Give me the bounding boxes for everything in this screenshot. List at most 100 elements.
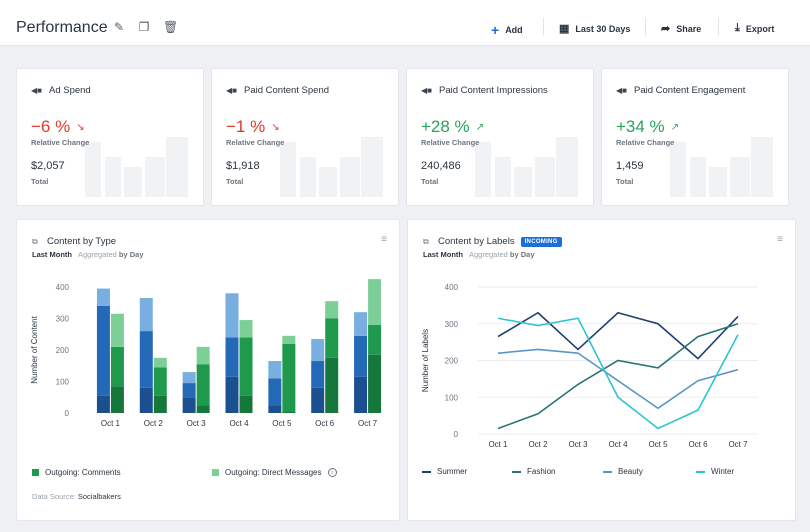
series-line-summer[interactable] <box>497 311 739 360</box>
legend-label: Outgoing: Comments <box>45 468 121 477</box>
kpi-change-label: Relative Change <box>421 138 480 147</box>
series-line-beauty[interactable] <box>497 348 739 410</box>
trend-up-icon: ↗ <box>670 121 680 133</box>
top-bar: Performance ✎ ❐ 🗑 + Add ▦ Last 30 Days ➦… <box>0 0 810 46</box>
bar-segment[interactable] <box>368 324 382 355</box>
bar-segment[interactable] <box>268 405 282 413</box>
bar-segment[interactable] <box>182 372 196 384</box>
bar-segment[interactable] <box>196 364 210 406</box>
bar-segment[interactable] <box>96 288 110 306</box>
kpi-background-bar <box>495 157 511 197</box>
bar-segment[interactable] <box>225 293 239 338</box>
bar-segment[interactable] <box>153 367 167 396</box>
bar-segment[interactable] <box>239 320 253 338</box>
bar-segment[interactable] <box>268 378 282 406</box>
legend-item[interactable]: Fashion <box>512 467 555 476</box>
kpi-card[interactable]: ◀■ Ad Spend −6 % ↘ Relative Change $2,05… <box>16 68 204 206</box>
kpi-relative-change: +34 % ↗ <box>616 117 679 137</box>
bar-segment[interactable] <box>268 361 282 379</box>
legend-item[interactable]: Winter <box>696 467 734 476</box>
kpi-background-bar <box>145 157 165 197</box>
bar-segment[interactable] <box>325 301 339 319</box>
content-by-type-chart: 0 100 200 300 400 Number of Content Oct 1 Oct 2… <box>30 279 382 428</box>
kpi-change-label: Relative Change <box>31 138 90 147</box>
bar-segment[interactable] <box>96 395 110 413</box>
bar-segment[interactable] <box>311 338 325 362</box>
bar-segment[interactable] <box>325 318 339 358</box>
kpi-header: ◀■ Ad Spend <box>31 85 91 96</box>
bar-segment[interactable] <box>311 361 325 388</box>
bar-segment[interactable] <box>311 387 325 413</box>
bar-segment[interactable] <box>182 397 196 413</box>
bar-segment[interactable] <box>225 376 239 413</box>
delete-trash-icon[interactable]: 🗑 <box>163 20 179 34</box>
copy-icon: ⧉ <box>423 237 429 246</box>
kpi-card[interactable]: ◀■ Paid Content Impressions +28 % ↗ Rela… <box>406 68 594 206</box>
kpi-title: Paid Content Impressions <box>438 85 548 96</box>
bar-segment[interactable] <box>354 312 368 336</box>
export-label: Export <box>745 23 775 34</box>
aggregated-by: by Day <box>118 250 144 259</box>
bar-segment[interactable] <box>96 305 110 396</box>
bar-segment[interactable] <box>110 386 124 413</box>
bar-segment[interactable] <box>354 335 368 377</box>
bar-segment[interactable] <box>325 357 339 413</box>
panel-subtitle: Last Month Aggregated by Day <box>32 250 144 259</box>
series-line-winter[interactable] <box>497 317 739 430</box>
bar-segment[interactable] <box>282 335 296 344</box>
y-tick-label: 100 <box>445 393 459 402</box>
kpi-card[interactable]: ◀■ Paid Content Spend −1 % ↘ Relative Ch… <box>211 68 399 206</box>
panel-title: Content by Type <box>47 236 116 247</box>
edit-pencil-icon[interactable]: ✎ <box>113 20 125 34</box>
info-icon[interactable]: i <box>327 468 337 477</box>
bar-segment[interactable] <box>139 331 153 388</box>
bar-segment[interactable] <box>153 395 167 413</box>
export-button[interactable]: ⤓ Export <box>735 22 774 35</box>
share-button[interactable]: ➦ Share <box>661 22 701 35</box>
bar-segment[interactable] <box>182 383 196 398</box>
kpi-total-value: 1,459 <box>616 160 644 172</box>
bar-segment[interactable] <box>368 279 382 325</box>
bar-segment[interactable] <box>282 411 296 413</box>
bar-segment[interactable] <box>196 405 210 413</box>
kpi-card[interactable]: ◀■ Paid Content Engagement +34 % ↗ Relat… <box>601 68 789 206</box>
bar-segment[interactable] <box>282 343 296 412</box>
bar-segment[interactable] <box>196 346 210 365</box>
bar-segment[interactable] <box>225 337 239 377</box>
kpi-background-bar <box>514 167 532 197</box>
trend-down-icon: ↘ <box>271 121 280 133</box>
legend-swatch <box>512 470 521 473</box>
bar-segment[interactable] <box>139 298 153 332</box>
series-line-fashion[interactable] <box>497 322 739 430</box>
bar-segment[interactable] <box>239 337 253 396</box>
x-tick-label: Oct 7 <box>728 440 748 449</box>
kpi-background-bar <box>124 167 142 197</box>
add-label: Add <box>505 25 523 35</box>
legend-item[interactable]: Outgoing: Direct Messages i <box>212 468 337 477</box>
bar-segment[interactable] <box>139 387 153 413</box>
kpi-relative-change: −1 % ↘ <box>226 117 280 137</box>
kpi-change-value: +28 % <box>421 117 470 136</box>
bar-segment[interactable] <box>110 313 124 347</box>
panel-menu-icon[interactable]: ≡ <box>777 234 783 245</box>
date-range-button[interactable]: ▦ Last 30 Days <box>559 22 630 35</box>
y-tick-label: 100 <box>56 378 70 387</box>
panel-title: Content by Labels INCOMING <box>438 236 562 247</box>
add-button[interactable]: + Add <box>491 22 523 38</box>
trend-down-icon: ↘ <box>76 121 85 133</box>
duplicate-icon[interactable]: ❐ <box>138 20 150 34</box>
legend-item[interactable]: Beauty <box>603 467 643 476</box>
legend-item[interactable]: Outgoing: Comments <box>32 468 121 477</box>
kpi-title: Ad Spend <box>48 85 91 96</box>
legend-swatch <box>696 470 705 473</box>
x-tick-label: Oct 2 <box>144 419 164 428</box>
panel-menu-icon[interactable]: ≡ <box>381 234 387 245</box>
bar-segment[interactable] <box>368 354 382 413</box>
bar-segment[interactable] <box>239 395 253 413</box>
bar-segment[interactable] <box>153 357 167 368</box>
x-tick-label: Oct 4 <box>608 440 628 449</box>
bar-segment[interactable] <box>354 376 368 413</box>
bar-segment[interactable] <box>110 346 124 387</box>
kpi-background-bars <box>475 117 585 197</box>
legend-item[interactable]: Summer <box>422 467 467 476</box>
